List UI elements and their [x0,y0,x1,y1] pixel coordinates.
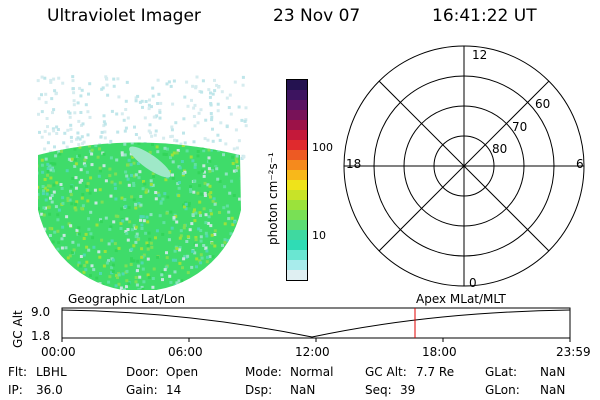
colorbar-band [287,260,307,271]
lat-label-70: 70 [512,120,527,134]
dsp-value: NaN [290,383,316,397]
polar-grid: 12 18 6 0 60 70 80 [343,45,585,290]
altitude-curve [61,309,571,338]
instrument-title: Ultraviolet Imager [47,6,201,26]
door-key: Door: [126,365,159,379]
ip-key: IP: [8,383,23,397]
date-label: 23 Nov 07 [273,6,361,26]
lat-label-60: 60 [535,97,550,111]
dsp-key: Dsp: [245,383,273,397]
colorbar-scale [287,80,307,281]
colorbar-band [287,160,307,171]
glon-value: NaN [540,383,566,397]
glon-key: GLon: [485,383,520,397]
colorbar-band [287,170,307,181]
colorbar-band [287,80,307,91]
colorbar-band [287,180,307,191]
colorbar-unit-label: photon cm⁻²s⁻¹ [266,152,280,245]
x-tick-2359: 23:59 [556,345,591,359]
colorbar-band [287,140,307,151]
gc-alt-axis-label: GC Alt [11,310,25,348]
colorbar-band [287,90,307,101]
altitude-timeline: GC Alt 9.0 1.8 [11,305,571,348]
colorbar-band [287,100,307,111]
mlt-label-0: 0 [469,276,477,290]
colorbar-tick-10: 10 [312,229,326,242]
flt-key: Flt: [8,365,27,379]
geographic-caption: Geographic Lat/Lon [68,292,186,306]
colorbar-band [287,240,307,251]
x-tick-1800: 18:00 [422,345,457,359]
x-tick-0600: 06:00 [168,345,203,359]
mlt-label-12: 12 [472,48,487,62]
mode-key: Mode: [245,365,282,379]
gc-alt-value: 7.7 Re [416,365,455,379]
apex-caption: Apex MLat/MLT [416,292,506,306]
colorbar-band [287,110,307,121]
lat-label-80: 80 [492,142,507,156]
colorbar-band [287,120,307,131]
glat-key: GLat: [485,365,518,379]
meridian-diag-2 [378,80,550,252]
colorbar-band [287,200,307,211]
x-tick-0000: 00:00 [41,345,76,359]
gain-value: 14 [166,383,182,397]
colorbar-band [287,150,307,161]
colorbar-band [287,230,307,241]
colorbar-band [287,190,307,201]
y-tick-high: 9.0 [31,305,50,319]
colorbar-band [287,130,307,141]
auroral-arc [129,146,171,178]
gain-key: Gain: [126,383,158,397]
colorbar-tick-100: 100 [312,141,333,154]
mode-value: Normal [290,365,334,379]
colorbar-band [287,270,307,281]
colorbar [286,79,308,281]
seq-key: Seq: [365,383,392,397]
colorbar-band [287,250,307,261]
auroral-image [36,75,248,290]
colorbar-band [287,210,307,221]
mlt-label-18: 18 [346,157,361,171]
time-label: 16:41:22 UT [432,6,537,26]
y-tick-low: 1.8 [31,329,50,343]
flt-value: LBHL [36,365,67,379]
mlt-label-6: 6 [576,157,584,171]
svg-text:photon cm⁻²s⁻¹: photon cm⁻²s⁻¹ [266,152,280,245]
seq-value: 39 [400,383,416,397]
colorbar-band [287,220,307,231]
glat-value: NaN [540,365,566,379]
x-tick-1200: 12:00 [295,345,330,359]
ip-value: 36.0 [36,383,63,397]
gc-alt-key: GC Alt: [365,365,407,379]
door-value: Open [166,365,199,379]
